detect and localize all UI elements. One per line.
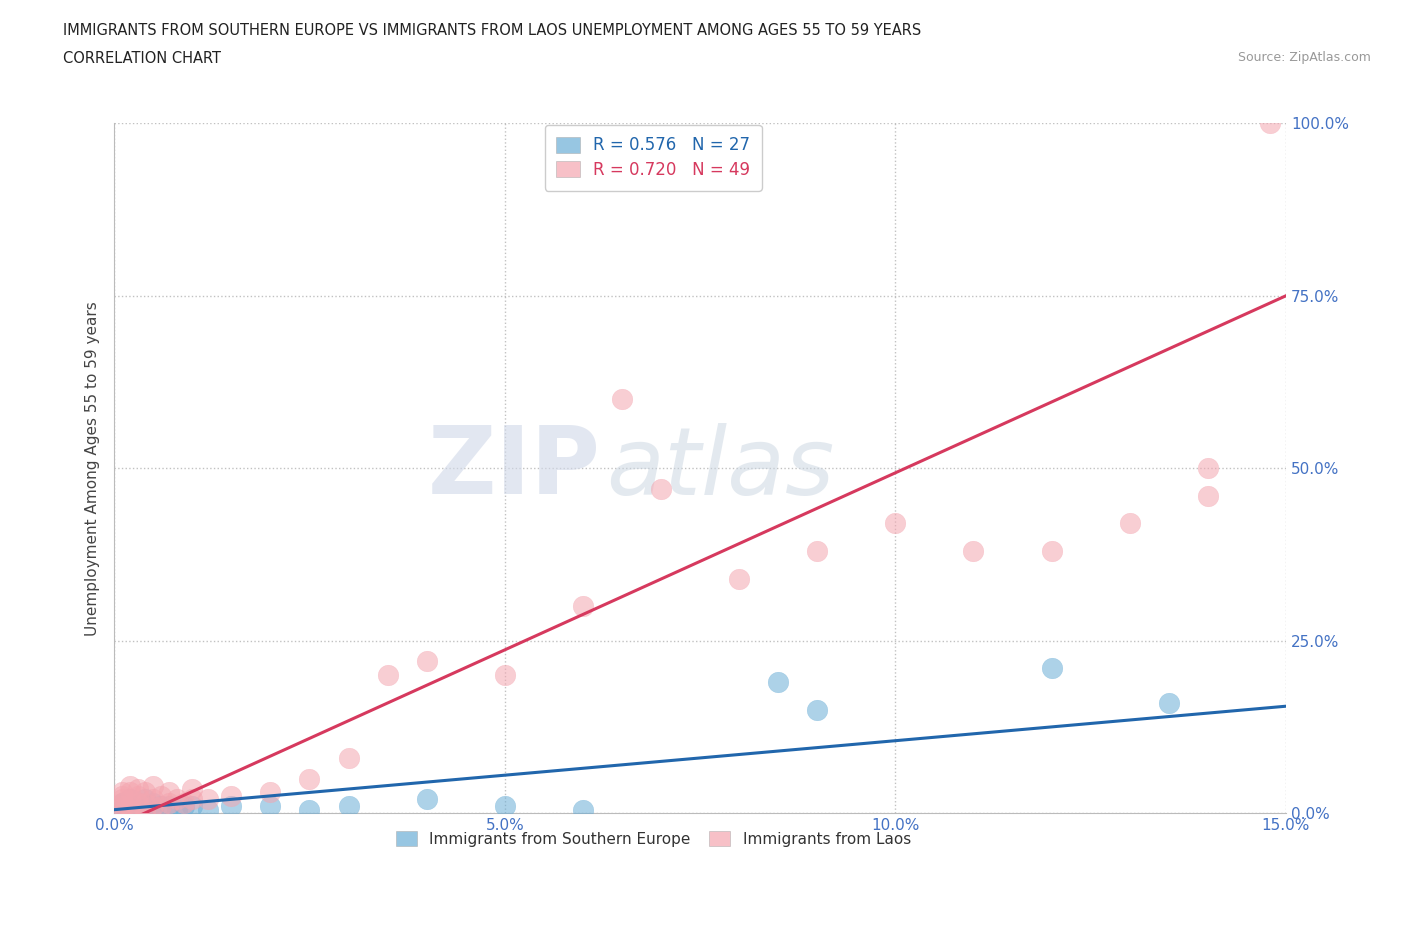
Point	[118, 803, 141, 817]
Point	[118, 778, 141, 793]
Point	[259, 785, 281, 800]
Text: IMMIGRANTS FROM SOUTHERN EUROPE VS IMMIGRANTS FROM LAOS UNEMPLOYMENT AMONG AGES : IMMIGRANTS FROM SOUTHERN EUROPE VS IMMIG…	[63, 23, 921, 38]
Text: ZIP: ZIP	[427, 422, 600, 514]
Point	[142, 795, 165, 810]
Point	[127, 803, 149, 817]
Point	[337, 751, 360, 765]
Point	[181, 799, 204, 814]
Point	[259, 799, 281, 814]
Point	[142, 803, 165, 817]
Point	[1260, 116, 1282, 131]
Point	[884, 516, 907, 531]
Point	[1197, 460, 1219, 475]
Point	[1157, 696, 1180, 711]
Point	[111, 791, 134, 806]
Point	[221, 799, 243, 814]
Point	[337, 799, 360, 814]
Point	[1040, 543, 1063, 558]
Point	[157, 795, 180, 810]
Point	[134, 799, 156, 814]
Point	[157, 785, 180, 800]
Point	[1040, 661, 1063, 676]
Point	[298, 771, 321, 786]
Point	[221, 789, 243, 804]
Point	[150, 789, 173, 804]
Point	[118, 785, 141, 800]
Point	[494, 668, 516, 683]
Point	[377, 668, 399, 683]
Point	[728, 571, 751, 586]
Point	[181, 791, 204, 806]
Point	[134, 785, 156, 800]
Point	[766, 674, 789, 689]
Point	[118, 791, 141, 806]
Text: atlas: atlas	[606, 423, 835, 513]
Point	[166, 803, 188, 817]
Point	[111, 789, 134, 804]
Point	[415, 791, 437, 806]
Point	[197, 803, 219, 817]
Point	[806, 543, 828, 558]
Point	[1119, 516, 1142, 531]
Point	[111, 795, 134, 810]
Point	[572, 599, 595, 614]
Point	[127, 795, 149, 810]
Point	[134, 803, 156, 817]
Point	[173, 799, 195, 814]
Point	[127, 781, 149, 796]
Point	[166, 791, 188, 806]
Point	[111, 799, 134, 814]
Point	[118, 799, 141, 814]
Point	[142, 799, 165, 814]
Point	[134, 795, 156, 810]
Point	[150, 799, 173, 814]
Legend: Immigrants from Southern Europe, Immigrants from Laos: Immigrants from Southern Europe, Immigra…	[385, 820, 921, 857]
Text: Source: ZipAtlas.com: Source: ZipAtlas.com	[1237, 51, 1371, 64]
Point	[134, 791, 156, 806]
Point	[1197, 488, 1219, 503]
Point	[111, 803, 134, 817]
Point	[197, 791, 219, 806]
Point	[610, 392, 633, 406]
Point	[650, 482, 672, 497]
Point	[962, 543, 984, 558]
Point	[173, 795, 195, 810]
Point	[142, 791, 165, 806]
Point	[111, 803, 134, 817]
Point	[181, 781, 204, 796]
Point	[415, 654, 437, 669]
Text: CORRELATION CHART: CORRELATION CHART	[63, 51, 221, 66]
Point	[494, 799, 516, 814]
Point	[127, 799, 149, 814]
Point	[157, 799, 180, 814]
Point	[111, 795, 134, 810]
Point	[142, 778, 165, 793]
Point	[572, 803, 595, 817]
Point	[127, 803, 149, 817]
Point	[127, 789, 149, 804]
Point	[806, 702, 828, 717]
Point	[111, 785, 134, 800]
Point	[298, 803, 321, 817]
Point	[118, 799, 141, 814]
Point	[118, 791, 141, 806]
Y-axis label: Unemployment Among Ages 55 to 59 years: Unemployment Among Ages 55 to 59 years	[86, 300, 100, 635]
Point	[150, 799, 173, 814]
